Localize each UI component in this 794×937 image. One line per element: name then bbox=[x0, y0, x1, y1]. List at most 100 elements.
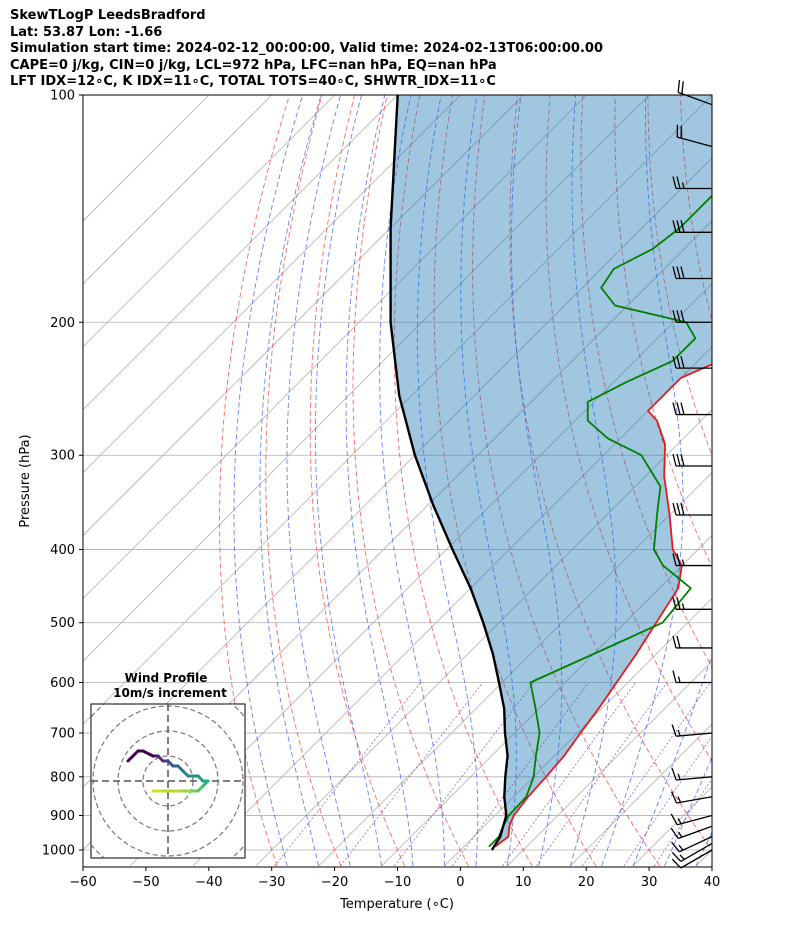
isotherm bbox=[444, 597, 712, 867]
barb-feather bbox=[672, 176, 677, 189]
x-tick-label: −40 bbox=[195, 875, 222, 890]
barb-feather bbox=[676, 266, 681, 279]
hodograph-segment bbox=[141, 749, 155, 758]
x-tick-label: −20 bbox=[321, 875, 348, 890]
barb-feather bbox=[680, 220, 685, 233]
barb-feather bbox=[672, 453, 677, 467]
location-line: Lat: 53.87 Lon: -1.66 bbox=[10, 24, 163, 40]
barb-feather bbox=[672, 355, 677, 369]
isotherm bbox=[381, 534, 712, 867]
isotherm bbox=[83, 95, 712, 725]
isotherm bbox=[569, 723, 712, 867]
wind-barb bbox=[671, 849, 713, 869]
mixing-ratio-line bbox=[339, 682, 484, 867]
wind-barb bbox=[677, 80, 713, 106]
x-axis-label: Temperature (∘C) bbox=[339, 897, 454, 912]
barb-half-feather bbox=[677, 676, 681, 683]
barb-feather bbox=[680, 453, 685, 467]
lines-layer bbox=[389, 95, 712, 851]
wind-barb bbox=[670, 813, 713, 826]
barb-feather bbox=[671, 858, 682, 869]
moist-adiabat bbox=[315, 95, 382, 867]
barb-half-feather bbox=[677, 796, 682, 803]
barb-feather bbox=[681, 81, 684, 94]
y-tick-label: 600 bbox=[50, 676, 75, 691]
mixing-ratio-line bbox=[623, 735, 712, 867]
barb-feather bbox=[671, 724, 677, 737]
barb-feather bbox=[676, 176, 681, 189]
barb-staff bbox=[676, 732, 713, 737]
dry-adiabat bbox=[309, 95, 406, 867]
x-tick-label: 30 bbox=[641, 875, 658, 890]
isotherm bbox=[83, 95, 336, 348]
y-tick-label: 700 bbox=[50, 727, 75, 742]
barb-feather bbox=[671, 768, 677, 781]
x-tick-label: −50 bbox=[132, 875, 159, 890]
barb-feather bbox=[676, 502, 681, 516]
moist-adiabat bbox=[664, 756, 712, 867]
wind-barb bbox=[672, 310, 712, 323]
isotherm bbox=[83, 95, 587, 599]
moist-adiabat bbox=[569, 95, 617, 867]
barb-half-feather bbox=[677, 773, 681, 780]
moist-adiabat bbox=[460, 95, 517, 867]
barb-feather bbox=[672, 402, 677, 415]
barb-feather bbox=[676, 597, 681, 610]
barb-half-feather bbox=[677, 831, 683, 838]
barb-half-feather bbox=[681, 559, 685, 566]
barb-staff bbox=[677, 825, 713, 840]
barb-half-feather bbox=[681, 603, 685, 610]
dry-adiabat bbox=[509, 95, 712, 851]
wind-barb bbox=[672, 502, 712, 516]
x-tick-label: −10 bbox=[384, 875, 411, 890]
isotherm bbox=[255, 409, 712, 867]
isotherm bbox=[83, 95, 461, 474]
barb-feather bbox=[676, 402, 681, 415]
wind-barb bbox=[671, 724, 713, 737]
barb-feather bbox=[680, 402, 685, 415]
mixing-ratio-line bbox=[653, 778, 712, 867]
barb-feather bbox=[672, 310, 677, 323]
moist-adiabat bbox=[416, 95, 479, 867]
isotherm bbox=[507, 660, 712, 867]
inset-subtitle: 10m/s increment bbox=[113, 686, 227, 700]
wind-barb bbox=[671, 768, 713, 781]
chart-title: SkewTLogP LeedsBradford bbox=[10, 8, 206, 23]
barb-feather bbox=[672, 266, 677, 279]
wind-barb bbox=[672, 220, 712, 233]
wind-barb bbox=[672, 266, 712, 280]
wind-barb bbox=[671, 842, 713, 862]
barb-staff bbox=[677, 136, 713, 148]
wind-barb bbox=[672, 453, 712, 467]
moist-adiabat bbox=[286, 95, 351, 867]
barb-feather bbox=[676, 310, 681, 323]
series-dewpoint bbox=[488, 194, 712, 848]
chart-header: SkewTLogP LeedsBradford Lat: 53.87 Lon: … bbox=[10, 8, 790, 91]
moist-adiabat bbox=[379, 95, 445, 866]
y-tick-label: 800 bbox=[50, 770, 75, 785]
barb-feather bbox=[672, 220, 677, 233]
dry-adiabat bbox=[713, 95, 794, 866]
isotherm bbox=[83, 95, 273, 285]
isotherm bbox=[83, 95, 524, 537]
wind-barb bbox=[672, 553, 712, 567]
indices-line-1: CAPE=0 j/kg, CIN=0 j/kg, LCL=972 hPa, LF… bbox=[10, 57, 497, 73]
moist-adiabat bbox=[601, 95, 684, 867]
axes: −60 −50 −40 −30 −20 −10 0 10 20 30 40 1000 900 800 700… bbox=[42, 89, 720, 891]
y-tick-label: 400 bbox=[50, 543, 75, 558]
fill-layer bbox=[390, 95, 712, 850]
isotherm bbox=[83, 95, 650, 662]
indices-line-2: LFT IDX=12∘C, K IDX=11∘C, TOTAL TOTS=40∘… bbox=[10, 74, 496, 89]
moist-adiabat bbox=[511, 95, 563, 867]
barb-feather bbox=[676, 355, 681, 369]
time-line: Simulation start time: 2024-02-12_00:00:… bbox=[10, 41, 603, 56]
isotherm bbox=[318, 472, 712, 867]
wind-barb bbox=[670, 825, 713, 840]
barb-half-feather bbox=[677, 818, 682, 825]
barb-feather bbox=[680, 502, 685, 516]
moist-adiabat bbox=[345, 95, 414, 867]
barb-feather bbox=[671, 852, 682, 862]
wind-barb bbox=[672, 670, 712, 684]
barb-half-feather bbox=[679, 854, 685, 860]
